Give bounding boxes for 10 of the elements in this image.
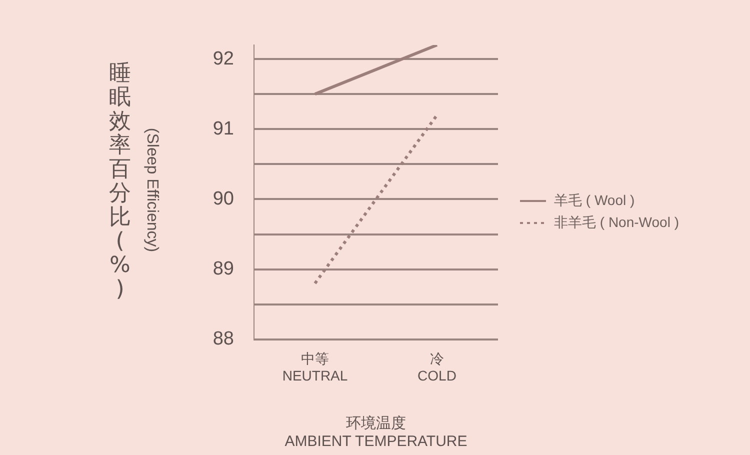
x-tick-label: 中等 NEUTRAL — [282, 350, 348, 384]
y-tick-label: 91 — [212, 118, 234, 140]
x-tick-label: 冷 COLD — [418, 350, 456, 384]
y-tick-label: 88 — [212, 328, 234, 350]
y-tick-label: 89 — [212, 258, 234, 280]
y-tick-label: 92 — [212, 48, 234, 70]
x-axis-title: 环境温度 AMBIENT TEMPERATURE — [284, 415, 468, 450]
legend-label: 羊毛 ( Wool ) — [554, 192, 635, 210]
y-tick-label: 90 — [212, 188, 234, 210]
legend-label: 非羊毛 ( Non-Wool ) — [554, 214, 679, 232]
